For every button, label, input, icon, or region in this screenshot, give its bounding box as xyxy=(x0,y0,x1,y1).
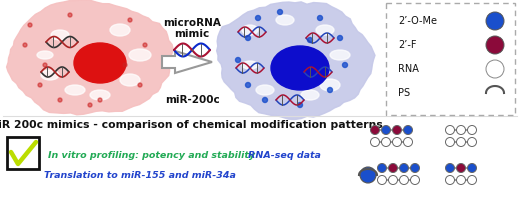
Circle shape xyxy=(486,36,504,54)
Circle shape xyxy=(467,125,476,135)
Circle shape xyxy=(399,163,409,173)
Ellipse shape xyxy=(301,90,319,100)
Circle shape xyxy=(382,125,391,135)
Circle shape xyxy=(318,16,322,20)
Circle shape xyxy=(263,98,267,102)
Circle shape xyxy=(404,125,412,135)
Ellipse shape xyxy=(276,15,294,25)
Polygon shape xyxy=(217,2,375,120)
Circle shape xyxy=(404,138,412,146)
Text: 2’-F: 2’-F xyxy=(398,40,417,50)
Text: microRNA: microRNA xyxy=(163,18,221,28)
Text: 2’-O-Me: 2’-O-Me xyxy=(398,16,437,26)
Circle shape xyxy=(446,125,454,135)
Circle shape xyxy=(28,23,32,27)
Ellipse shape xyxy=(37,51,53,59)
Circle shape xyxy=(467,138,476,146)
Ellipse shape xyxy=(242,61,258,69)
Circle shape xyxy=(486,60,504,78)
Text: miR 200c mimics - comparison of chemical modification patterns: miR 200c mimics - comparison of chemical… xyxy=(0,120,383,130)
Circle shape xyxy=(457,163,465,173)
Circle shape xyxy=(337,36,343,40)
Circle shape xyxy=(378,176,386,184)
Circle shape xyxy=(467,176,476,184)
Circle shape xyxy=(388,176,397,184)
Circle shape xyxy=(457,125,465,135)
Circle shape xyxy=(128,18,132,22)
Circle shape xyxy=(370,125,380,135)
Circle shape xyxy=(446,163,454,173)
Ellipse shape xyxy=(242,25,258,35)
Circle shape xyxy=(388,163,397,173)
Circle shape xyxy=(58,98,62,102)
Text: PS: PS xyxy=(398,88,410,98)
Circle shape xyxy=(378,163,386,173)
Circle shape xyxy=(88,103,92,107)
Ellipse shape xyxy=(256,85,274,95)
Circle shape xyxy=(297,102,303,107)
Circle shape xyxy=(123,63,127,67)
Circle shape xyxy=(255,16,261,20)
Ellipse shape xyxy=(271,46,329,90)
Circle shape xyxy=(382,138,391,146)
Circle shape xyxy=(410,163,420,173)
Circle shape xyxy=(399,176,409,184)
Circle shape xyxy=(245,82,251,87)
Text: mimic: mimic xyxy=(174,29,210,39)
Circle shape xyxy=(370,138,380,146)
Circle shape xyxy=(98,98,102,102)
Ellipse shape xyxy=(51,30,69,40)
Circle shape xyxy=(393,125,401,135)
Circle shape xyxy=(138,83,142,87)
Ellipse shape xyxy=(65,85,85,95)
Circle shape xyxy=(143,43,147,47)
Circle shape xyxy=(467,163,476,173)
Ellipse shape xyxy=(74,43,126,83)
Circle shape xyxy=(68,13,72,17)
Circle shape xyxy=(43,63,47,67)
Ellipse shape xyxy=(110,24,130,36)
Circle shape xyxy=(278,9,282,15)
FancyBboxPatch shape xyxy=(386,3,515,115)
Ellipse shape xyxy=(120,74,140,86)
Circle shape xyxy=(457,138,465,146)
Ellipse shape xyxy=(90,90,110,100)
Text: RNA-seq data: RNA-seq data xyxy=(248,150,321,160)
FancyBboxPatch shape xyxy=(7,137,39,169)
Text: In vitro profiling: potency and stability: In vitro profiling: potency and stabilit… xyxy=(48,150,255,160)
Circle shape xyxy=(343,62,347,67)
Circle shape xyxy=(245,36,251,40)
Circle shape xyxy=(307,38,313,42)
Circle shape xyxy=(360,167,376,183)
Circle shape xyxy=(410,176,420,184)
Text: miR-200c: miR-200c xyxy=(165,95,219,105)
Ellipse shape xyxy=(330,50,350,60)
Ellipse shape xyxy=(320,79,340,91)
Text: Translation to miR-155 and miR-34a: Translation to miR-155 and miR-34a xyxy=(44,170,236,180)
Polygon shape xyxy=(7,0,173,115)
Circle shape xyxy=(446,176,454,184)
Circle shape xyxy=(457,176,465,184)
Circle shape xyxy=(23,43,27,47)
Circle shape xyxy=(328,87,332,93)
Circle shape xyxy=(486,12,504,30)
Polygon shape xyxy=(162,51,212,73)
Ellipse shape xyxy=(316,25,334,35)
Circle shape xyxy=(236,58,240,62)
Ellipse shape xyxy=(129,49,151,61)
Text: RNA: RNA xyxy=(398,64,419,74)
Circle shape xyxy=(446,138,454,146)
Circle shape xyxy=(38,83,42,87)
Ellipse shape xyxy=(41,70,59,80)
Circle shape xyxy=(393,138,401,146)
